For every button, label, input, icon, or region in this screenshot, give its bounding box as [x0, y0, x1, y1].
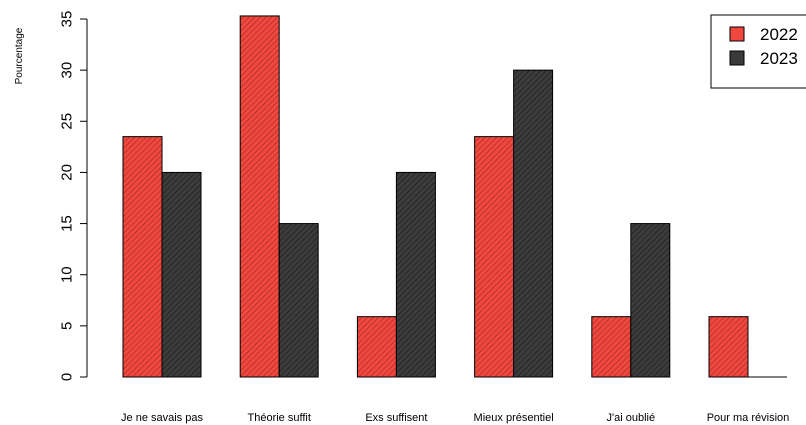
- y-tick-label: 15: [58, 215, 75, 232]
- bar-2023-3: [513, 69, 554, 378]
- y-tick-label: 10: [58, 266, 75, 283]
- bar-2022-0: [122, 136, 163, 378]
- x-tick-label: Mieux présentiel: [474, 412, 554, 424]
- legend: 2022 2023: [710, 14, 806, 89]
- bar-2023-1: [278, 223, 319, 378]
- bar-2022-5: [708, 316, 749, 378]
- y-tick-label: 25: [58, 113, 75, 130]
- legend-swatch-2022: [729, 26, 745, 42]
- x-tick-label: Exs suffisent: [365, 412, 427, 424]
- x-tick-label: Je ne savais pas: [121, 412, 203, 424]
- x-axis-labels: Je ne savais pas Théorie suffit Exs suffis…: [121, 412, 789, 424]
- x-tick-label: Théorie suffit: [248, 412, 311, 424]
- bar-2022-1: [239, 15, 280, 378]
- bars: [122, 15, 787, 378]
- y-tick-label: 5: [58, 322, 75, 330]
- bar-2023-4: [630, 223, 671, 378]
- legend-box: [710, 14, 806, 89]
- legend-label-2023: 2023: [760, 49, 798, 68]
- bar-2023-2: [395, 171, 436, 378]
- y-tick-label: 30: [58, 62, 75, 79]
- x-tick-label: Pour ma révision: [707, 412, 790, 424]
- y-axis: 0 5 10 15 20 25 30 35: [58, 11, 88, 381]
- y-tick-label: 20: [58, 164, 75, 181]
- legend-label-2022: 2022: [760, 25, 798, 44]
- bar-2022-2: [356, 316, 397, 378]
- legend-swatch-2023: [729, 50, 745, 66]
- x-tick-label: J'ai oublié: [607, 412, 656, 424]
- y-tick-label: 0: [58, 373, 75, 381]
- bar-2022-3: [474, 136, 515, 378]
- bar-2022-4: [591, 316, 632, 378]
- bar-2023-0: [161, 171, 202, 378]
- y-axis-label: Pourcentage: [14, 27, 25, 84]
- y-tick-label: 35: [58, 11, 75, 28]
